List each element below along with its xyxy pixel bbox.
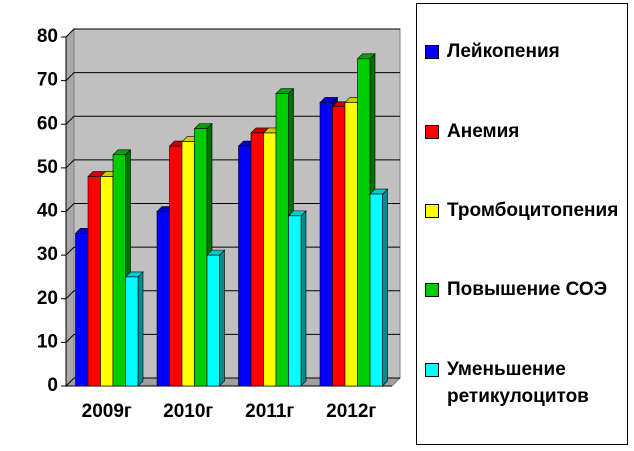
grid-line	[65, 246, 75, 256]
legend-item: Тромбоцитопения	[425, 197, 623, 224]
grid-line	[65, 72, 75, 81]
bar	[194, 128, 208, 387]
bar	[238, 145, 252, 387]
legend-label: Уменьшение ретикулоцитов	[447, 358, 589, 407]
y-tick-label: 40	[37, 201, 58, 222]
x-tick-label: 2012г	[326, 401, 376, 422]
legend-swatch	[425, 124, 439, 139]
bar	[112, 154, 126, 387]
y-tick-label: 60	[37, 113, 58, 134]
legend-label: Лейкопения	[447, 41, 560, 63]
bar	[344, 102, 358, 387]
y-tick-label: 80	[37, 26, 58, 47]
bar-side	[300, 210, 307, 387]
grid-line	[65, 115, 75, 125]
bar-side	[137, 271, 144, 387]
grid-line	[65, 334, 75, 343]
y-tick-label: 70	[37, 70, 58, 91]
bar	[369, 193, 383, 387]
bar	[288, 215, 302, 387]
legend-item: Лейкопения	[425, 38, 623, 65]
bar-side	[382, 188, 388, 387]
grid-line	[65, 159, 75, 169]
legend-swatch	[425, 362, 439, 377]
bar-side	[219, 249, 225, 387]
legend-item: Анемия	[425, 118, 623, 145]
bar	[332, 106, 346, 387]
x-tick-label: 2010г	[163, 401, 213, 422]
bar	[75, 233, 89, 387]
grid-line	[65, 290, 75, 300]
y-tick-label: 20	[37, 288, 58, 309]
legend-swatch	[425, 45, 439, 60]
grid-line	[65, 203, 75, 212]
bar	[319, 102, 333, 387]
bar	[206, 254, 220, 387]
legend-item: Уменьшение ретикулоцитов	[425, 356, 623, 410]
y-tick-label: 30	[37, 244, 58, 265]
legend-label: Тромбоцитопения	[447, 199, 619, 221]
legend-label: Анемия	[447, 120, 520, 142]
bar	[100, 176, 114, 387]
chart: 0 10 20 30 40 50 60 70 80 2009г 2010г 2011г 2012г	[37, 26, 402, 422]
legend-label: Повышение СОЭ	[447, 279, 608, 301]
x-tick-label: 2009г	[82, 401, 132, 422]
bar	[125, 276, 139, 387]
legend-item: Повышение СОЭ	[425, 276, 623, 303]
x-tick-label: 2011г	[245, 401, 294, 422]
bar	[87, 176, 101, 387]
grid-line	[65, 377, 75, 387]
bar	[357, 58, 371, 387]
legend: Лейкопения Анемия Тромбоцитопения Повышение…	[416, 3, 628, 445]
bar	[156, 211, 170, 387]
bar	[275, 93, 289, 387]
y-tick-label: 0	[47, 375, 58, 396]
legend-swatch	[425, 203, 439, 218]
legend-swatch	[425, 283, 439, 298]
y-tick-label: 50	[37, 157, 58, 178]
bar	[181, 141, 195, 387]
grid-line	[65, 28, 75, 38]
bar	[250, 132, 264, 387]
bar	[263, 132, 277, 387]
bar	[169, 145, 183, 387]
y-tick-label: 10	[37, 331, 58, 352]
